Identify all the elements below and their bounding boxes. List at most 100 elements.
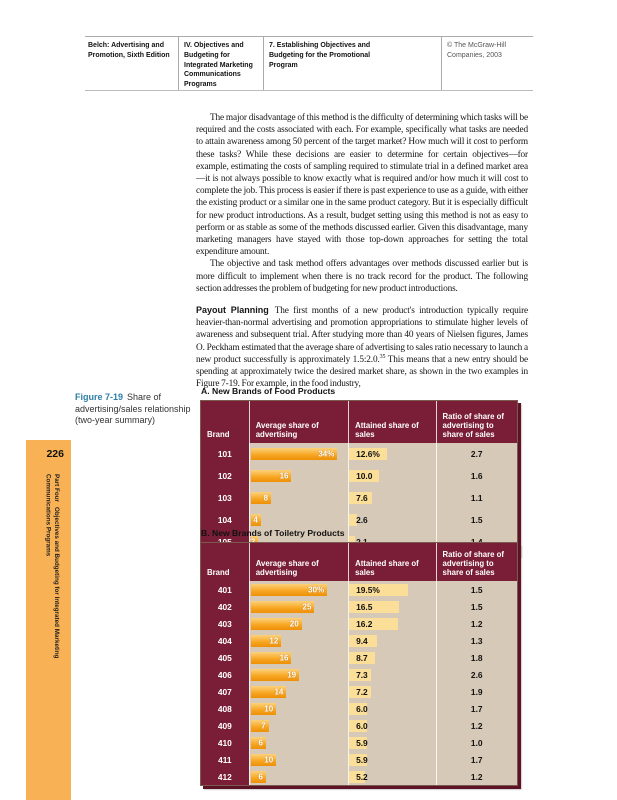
attained-sales-value: 19.5%	[356, 584, 380, 595]
attained-sales-cell: 19.5%	[348, 581, 435, 598]
brand-cell: 407	[201, 683, 249, 700]
advertising-share-cell: 12	[248, 632, 348, 649]
header-copyright: © The McGraw-Hill Companies, 2003	[441, 37, 529, 90]
attained-sales-value: 7.3	[356, 669, 368, 680]
advertising-share-bar: 30%	[250, 583, 328, 596]
attained-sales-cell: 6.0	[348, 717, 435, 734]
attained-sales-cell: 7.2	[348, 683, 435, 700]
attained-sales-value: 8.7	[356, 652, 368, 663]
advertising-share-value: 34%	[318, 449, 335, 459]
brand-cell: 404	[201, 632, 249, 649]
column-header: Attained share of sales	[348, 543, 436, 581]
ratio-cell: 1.7	[435, 700, 517, 717]
advertising-share-cell: 16	[248, 649, 348, 666]
ratio-cell: 1.6	[435, 465, 517, 487]
advertising-share-bar: 8	[250, 492, 272, 504]
attained-sales-cell: 12.6%	[348, 443, 435, 465]
advertising-share-bar: 34%	[250, 448, 338, 460]
ratio-cell: 1.9	[435, 683, 517, 700]
advertising-share-cell: 25	[248, 598, 348, 615]
ratio-cell: 1.5	[435, 581, 517, 598]
advertising-share-bar: 6	[250, 736, 266, 749]
ratio-cell: 1.1	[435, 487, 517, 509]
attained-sales-cell: 5.2	[348, 768, 435, 785]
ratio-cell: 1.5	[435, 509, 517, 531]
brand-cell: 412	[201, 768, 249, 785]
advertising-share-bar: 7	[250, 719, 269, 732]
column-header: Attained share of sales	[348, 401, 436, 443]
brand-cell: 103	[201, 487, 249, 509]
advertising-share-bar: 19	[250, 668, 300, 681]
table-row: 408 10 6.0 1.7	[201, 700, 517, 717]
attained-sales-cell: 6.0	[348, 700, 435, 717]
advertising-share-value: 7	[261, 721, 266, 730]
attained-sales-cell: 8.7	[348, 649, 435, 666]
brand-cell: 405	[201, 649, 249, 666]
advertising-share-cell: 6	[248, 734, 348, 751]
brand-cell: 402	[201, 598, 249, 615]
attained-sales-bar	[349, 736, 367, 749]
advertising-share-bar: 14	[250, 685, 287, 698]
advertising-share-bar: 25	[250, 600, 315, 613]
advertising-share-cell: 34%	[248, 443, 348, 465]
figure-caption-text: Share of advertising/sales relationship …	[75, 392, 191, 425]
advertising-share-bar: 20	[250, 617, 302, 630]
attained-sales-cell: 10.0	[348, 465, 435, 487]
table-row: 406 19 7.3 2.6	[201, 666, 517, 683]
attained-sales-bar	[349, 651, 376, 664]
advertising-share-cell: 10	[248, 700, 348, 717]
advertising-share-value: 6	[258, 738, 263, 747]
attained-sales-bar	[349, 470, 380, 482]
advertising-share-cell: 14	[248, 683, 348, 700]
advertising-share-value: 10	[264, 755, 274, 764]
ratio-cell: 1.3	[435, 632, 517, 649]
advertising-share-value: 8	[263, 493, 269, 503]
attained-sales-value: 10.0	[356, 471, 373, 481]
header-book-title: Belch: Advertising and Promotion, Sixth …	[88, 42, 170, 59]
attained-sales-cell: 16.2	[348, 615, 435, 632]
attained-sales-bar	[349, 753, 367, 766]
table-row: 104 4 2.6 1.5	[201, 509, 517, 531]
table-header-row: Brand Average share of advertising Attaine…	[201, 543, 517, 581]
ratio-cell: 1.7	[435, 751, 517, 768]
attained-sales-value: 9.4	[356, 635, 368, 646]
advertising-share-bar: 10	[250, 753, 277, 766]
table-row: 402 25 16.5 1.5	[201, 598, 517, 615]
figure-caption: Figure 7-19 Share of advertising/sales re…	[75, 392, 193, 427]
body-text: The major disadvantage of this method is…	[196, 112, 528, 390]
attained-sales-cell: 7.6	[348, 487, 435, 509]
section-heading: Payout Planning	[196, 305, 269, 316]
column-header: Ratio of share of advertising to share o…	[435, 543, 517, 581]
advertising-share-value: 12	[269, 636, 279, 645]
advertising-share-bar: 12	[250, 634, 282, 647]
advertising-share-value: 30%	[308, 585, 325, 594]
brand-cell: 403	[201, 615, 249, 632]
food-products-table: Brand Average share of advertising Attaine…	[200, 400, 518, 554]
ratio-cell: 2.7	[435, 443, 517, 465]
advertising-share-cell: 6	[248, 768, 348, 785]
attained-sales-value: 6.0	[356, 720, 368, 731]
attained-sales-value: 5.9	[356, 737, 368, 748]
advertising-share-value: 19	[287, 670, 297, 679]
attained-sales-value: 6.0	[356, 703, 368, 714]
footnote-ref: 35	[379, 353, 386, 360]
paragraph-2: The objective and task method offers adv…	[196, 259, 528, 294]
table-a-title: A. New Brands of Food Products	[201, 386, 336, 396]
attained-sales-bar	[349, 634, 378, 647]
advertising-share-bar: 16	[250, 470, 292, 482]
advertising-share-value: 25	[302, 602, 312, 611]
attained-sales-bar	[349, 770, 365, 783]
brand-cell: 411	[201, 751, 249, 768]
ratio-cell: 1.0	[435, 734, 517, 751]
column-header: Brand	[201, 543, 249, 581]
column-header: Average share of advertising	[248, 401, 349, 443]
header-chapter-title: 7. Establishing Objectives and Budgeting…	[263, 37, 383, 90]
attained-sales-cell: 5.9	[348, 734, 435, 751]
ratio-cell: 1.8	[435, 649, 517, 666]
attained-sales-cell: 9.4	[348, 632, 435, 649]
attained-sales-value: 12.6%	[356, 449, 380, 459]
attained-sales-bar	[349, 719, 368, 732]
advertising-share-cell: 10	[248, 751, 348, 768]
table-row: 412 6 5.2 1.2	[201, 768, 517, 785]
